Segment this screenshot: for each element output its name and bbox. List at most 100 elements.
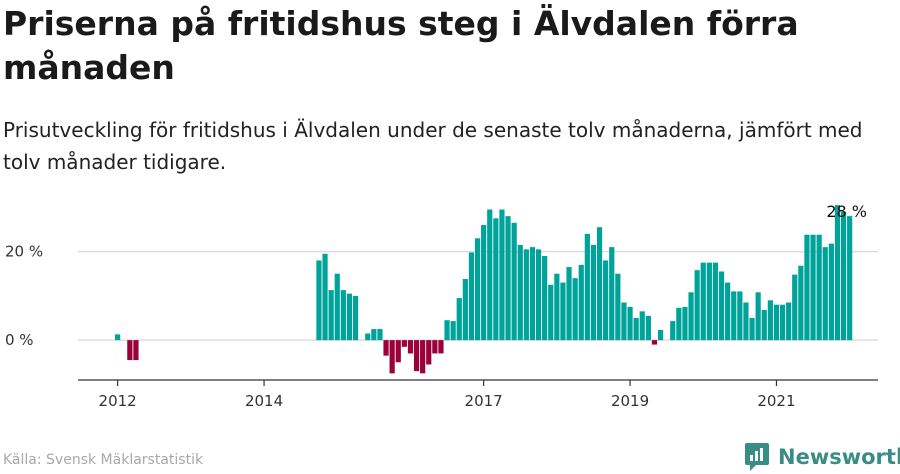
- bar: [633, 318, 639, 341]
- bar: [401, 340, 407, 347]
- bar: [792, 274, 798, 341]
- bar: [340, 290, 346, 341]
- bar: [456, 298, 462, 341]
- bar: [481, 225, 487, 341]
- bar: [322, 253, 328, 341]
- bar: [499, 209, 505, 341]
- bar: [840, 211, 847, 341]
- x-tick-label: 2017: [465, 392, 503, 410]
- bar: [511, 222, 517, 341]
- bar: [578, 264, 584, 341]
- bar: [737, 291, 743, 341]
- bar: [712, 262, 719, 341]
- bar: [828, 243, 834, 341]
- bar: [645, 315, 651, 341]
- bar: [749, 318, 755, 341]
- y-tick-label: 0 %: [5, 331, 34, 349]
- bar: [755, 292, 761, 341]
- bar: [420, 340, 426, 374]
- bar: [389, 340, 395, 374]
- bar: [743, 302, 749, 341]
- x-axis: 2012 2014 2017 2019 2021: [78, 379, 878, 410]
- x-tick-label: 2021: [757, 392, 795, 410]
- bar: [444, 320, 450, 341]
- bar: [810, 234, 816, 341]
- bar: [670, 321, 676, 341]
- bar: [115, 334, 121, 341]
- bar: [700, 262, 706, 341]
- bar-chart: 0 % 20 % 2012 2014 2017 2019 2021 28 %: [5, 202, 878, 410]
- bar: [542, 256, 548, 341]
- bar: [334, 273, 340, 341]
- newsworthy-logo-icon: [745, 443, 769, 471]
- bar: [676, 307, 682, 341]
- bar: [657, 329, 664, 341]
- bar: [426, 340, 432, 365]
- bar: [377, 329, 383, 341]
- bar: [407, 340, 414, 354]
- chart-subtitle: Prisutveckling för fritidshus i Älvdalen…: [3, 118, 863, 174]
- bar: [627, 306, 633, 341]
- bar: [615, 273, 621, 341]
- chart-title: Priserna på fritidshus steg i Älvdalen f…: [3, 4, 799, 87]
- label-layer: 28 %: [826, 202, 867, 221]
- bar: [352, 295, 359, 341]
- bar: [731, 291, 737, 341]
- bar: [133, 340, 139, 361]
- x-tick-label: 2014: [245, 392, 283, 410]
- brand-name: Newsworthy: [778, 445, 900, 469]
- bar: [603, 260, 609, 341]
- bar: [523, 249, 529, 341]
- bar: [682, 306, 688, 341]
- bar: [316, 260, 322, 341]
- bar: [505, 216, 511, 341]
- bar: [621, 302, 627, 341]
- bar: [822, 247, 828, 341]
- bar: [718, 271, 725, 341]
- bar: [651, 340, 658, 345]
- bar: [761, 310, 767, 341]
- bar: [517, 244, 523, 341]
- bar: [688, 292, 694, 341]
- bar: [529, 247, 536, 341]
- x-tick-label: 2019: [611, 392, 649, 410]
- bar: [554, 273, 560, 341]
- bar: [584, 233, 590, 341]
- bar: [773, 304, 780, 341]
- bar: [779, 304, 786, 341]
- bar: [725, 282, 731, 341]
- bar: [786, 302, 792, 341]
- bar: [474, 238, 481, 341]
- bar: [566, 267, 572, 341]
- bar: [438, 340, 444, 354]
- bar: [535, 249, 542, 341]
- newsworthy-brand[interactable]: Newsworthy: [744, 441, 900, 473]
- bar: [590, 244, 597, 341]
- bar: [639, 311, 645, 341]
- bar: [346, 293, 353, 341]
- bar: [834, 205, 841, 341]
- bar: [804, 234, 810, 341]
- bar: [596, 227, 603, 341]
- bar: [450, 321, 456, 341]
- bar: [609, 247, 615, 341]
- bar: [371, 329, 377, 341]
- bar: [548, 284, 554, 341]
- bar: [328, 290, 334, 341]
- bar: [462, 279, 468, 341]
- x-tick-label: 2012: [99, 392, 137, 410]
- bar: [572, 278, 578, 341]
- y-tick-label: 20 %: [5, 243, 43, 261]
- bar: [365, 333, 371, 341]
- bar: [127, 340, 133, 361]
- bar: [798, 265, 804, 341]
- bar: [493, 218, 499, 341]
- bar: [395, 340, 401, 363]
- bar: [383, 340, 389, 356]
- bars-layer: [115, 205, 853, 374]
- bar: [694, 270, 700, 341]
- bar: [847, 216, 853, 341]
- source-note: Källa: Svensk Mäklarstatistik: [3, 452, 204, 468]
- bar: [413, 340, 420, 372]
- bar: [706, 262, 712, 341]
